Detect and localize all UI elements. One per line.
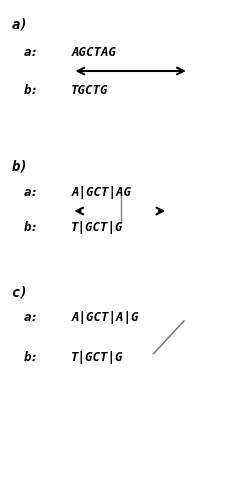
Text: a:: a:: [24, 46, 39, 59]
Text: A|GCT|A|G: A|GCT|A|G: [71, 311, 139, 324]
Text: A|GCT|AG: A|GCT|AG: [71, 186, 131, 199]
Text: a:: a:: [24, 186, 39, 199]
Text: b:: b:: [24, 221, 39, 234]
Text: a): a): [12, 18, 29, 32]
Text: T|GCT|G: T|GCT|G: [71, 351, 124, 364]
Text: a:: a:: [24, 311, 39, 324]
Text: c): c): [12, 285, 29, 299]
Text: b:: b:: [24, 351, 39, 364]
Text: b): b): [12, 160, 29, 174]
Text: AGCTAG: AGCTAG: [71, 46, 116, 59]
Text: TGCTG: TGCTG: [71, 84, 109, 96]
Text: T|GCT|G: T|GCT|G: [71, 221, 124, 234]
Text: b:: b:: [24, 84, 39, 96]
